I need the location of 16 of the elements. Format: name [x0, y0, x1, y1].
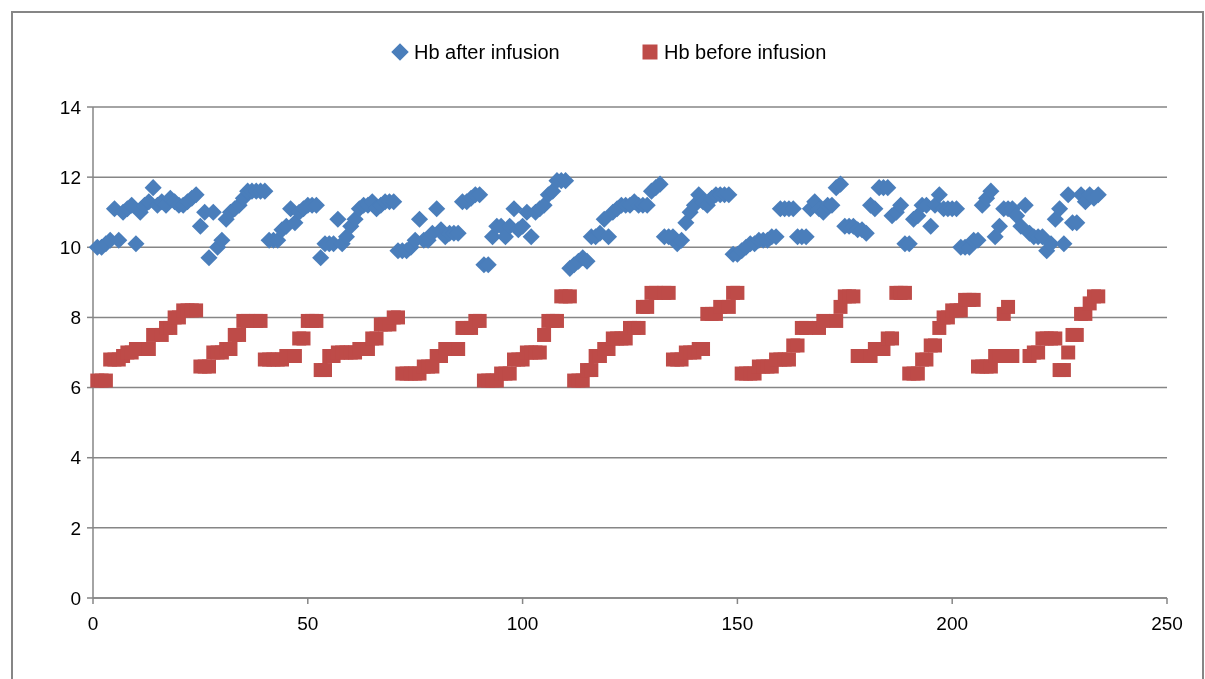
legend-label: Hb after infusion	[414, 41, 560, 63]
y-tick-label: 10	[59, 236, 81, 258]
x-tick-label: 50	[297, 613, 319, 634]
y-tick-label: 14	[59, 96, 82, 118]
y-tick-label: 2	[70, 517, 81, 539]
y-tick-label: 8	[70, 307, 81, 329]
y-tick-label: 12	[59, 166, 81, 188]
legend-label: Hb before infusion	[664, 41, 827, 63]
x-tick-label: 200	[936, 613, 969, 634]
x-tick-label: 0	[87, 613, 99, 634]
y-tick-label: 4	[70, 447, 82, 469]
x-tick-label: 150	[721, 613, 754, 634]
x-tick-label: 250	[1151, 613, 1183, 634]
y-tick-label: 0	[70, 587, 81, 609]
x-tick-label: 100	[506, 613, 539, 634]
y-tick-label: 6	[70, 377, 81, 399]
